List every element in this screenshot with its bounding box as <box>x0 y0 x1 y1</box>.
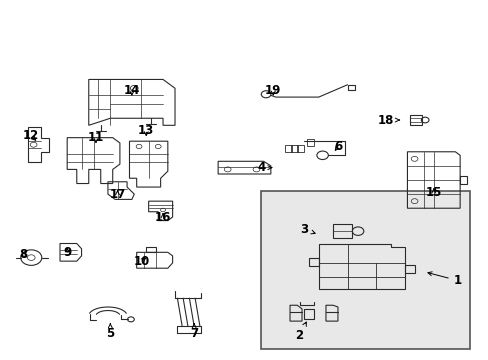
Text: 6: 6 <box>333 140 342 153</box>
Text: 19: 19 <box>264 84 281 96</box>
Bar <box>261 190 469 349</box>
Text: 10: 10 <box>133 255 149 267</box>
Text: 8: 8 <box>19 248 27 261</box>
Text: 2: 2 <box>295 322 305 342</box>
Text: 9: 9 <box>63 246 71 259</box>
Text: 16: 16 <box>155 211 171 224</box>
Text: 4: 4 <box>257 161 271 174</box>
Text: 15: 15 <box>425 186 441 199</box>
Text: 12: 12 <box>23 129 40 143</box>
Text: 5: 5 <box>106 324 114 340</box>
Text: 18: 18 <box>377 113 399 126</box>
Text: 17: 17 <box>109 188 125 201</box>
Text: 3: 3 <box>300 223 314 236</box>
Text: 7: 7 <box>190 324 198 340</box>
Text: 13: 13 <box>138 124 154 137</box>
Text: 1: 1 <box>427 272 461 287</box>
Text: 11: 11 <box>88 131 104 144</box>
Text: 14: 14 <box>123 84 140 96</box>
